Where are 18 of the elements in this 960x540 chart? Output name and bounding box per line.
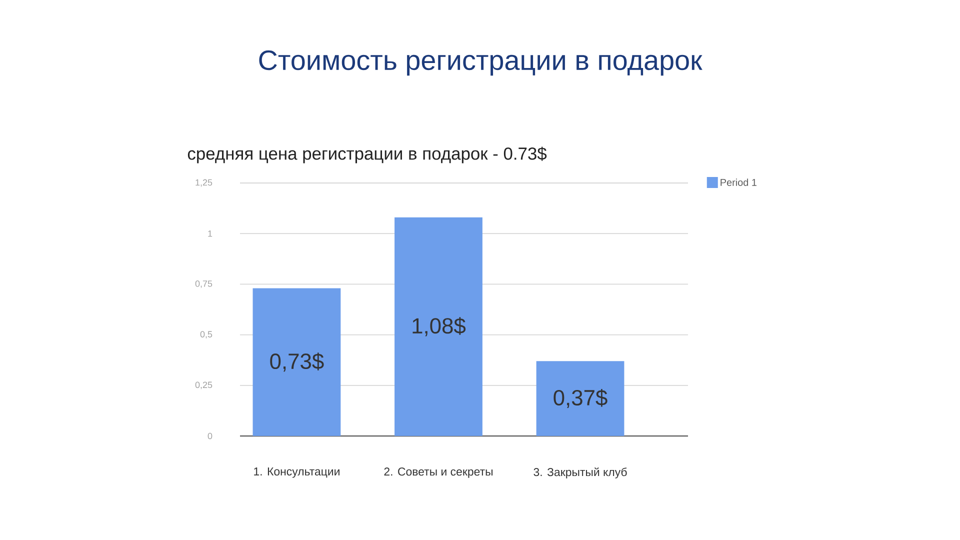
y-tick-label: 0	[208, 432, 212, 440]
data-label: 0,73$	[270, 352, 324, 372]
x-tick-label: 3. Закрытый клуб	[534, 468, 627, 478]
chart-title: Стоимость регистрации в подарок	[259, 50, 702, 76]
chart-subtitle: средняя цена регистрации в подарок - 0.73$	[188, 146, 547, 164]
data-label: 0,37$	[554, 389, 608, 408]
y-tick-label: 1	[208, 230, 212, 237]
y-tick-label: 0,5	[200, 331, 212, 338]
y-tick-label: 0,25	[195, 382, 212, 390]
bar	[394, 217, 482, 436]
legend-label: Period 1	[720, 178, 756, 186]
bar	[536, 361, 624, 436]
y-tick-label: 0,75	[195, 280, 212, 288]
x-tick-label: 1. Консультации	[254, 468, 340, 478]
x-tick-label: 2. Советы и секреты	[384, 468, 492, 478]
bar	[252, 288, 341, 436]
y-tick-label: 1,25	[196, 179, 212, 187]
data-label: 1,08$	[412, 317, 466, 336]
